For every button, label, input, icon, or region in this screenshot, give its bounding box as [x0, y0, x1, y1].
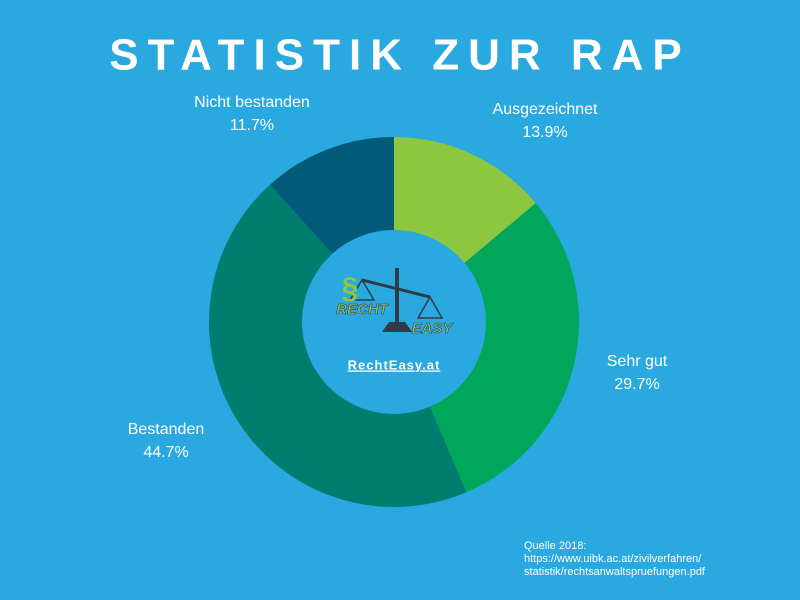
chart-title: STATISTIK ZUR RAP — [109, 31, 691, 80]
donut — [209, 137, 579, 507]
logo-symbol: § — [342, 272, 359, 305]
source-note: Quelle 2018: — [524, 540, 586, 552]
slice-label: Nicht bestanden — [194, 94, 310, 111]
logo-beam — [361, 278, 431, 299]
logo-site: RechtEasy.at — [348, 357, 441, 372]
source-note: statistik/rechtsanwaltspruefungen.pdf — [524, 566, 706, 578]
value-label: 13.9% — [522, 124, 567, 141]
logo-pans — [348, 278, 444, 319]
slice — [394, 137, 536, 263]
slice-label: Sehr gut — [607, 353, 668, 370]
logo-base — [382, 322, 412, 332]
value-label: 44.7% — [143, 444, 188, 461]
logo-word: RECHT — [336, 301, 390, 318]
source-note: https://www.uibk.ac.at/zivilverfahren/ — [524, 553, 702, 565]
slice — [209, 184, 467, 507]
slice-label: Ausgezeichnet — [493, 101, 599, 118]
slice — [430, 203, 579, 493]
logo: § RECHT EASY RechtEasy.at — [336, 268, 455, 372]
value-label: 11.7% — [230, 117, 274, 134]
slice-label: Bestanden — [128, 421, 205, 438]
slice — [269, 137, 394, 254]
value-label: 29.7% — [614, 376, 659, 393]
logo-word: EASY — [412, 320, 455, 337]
